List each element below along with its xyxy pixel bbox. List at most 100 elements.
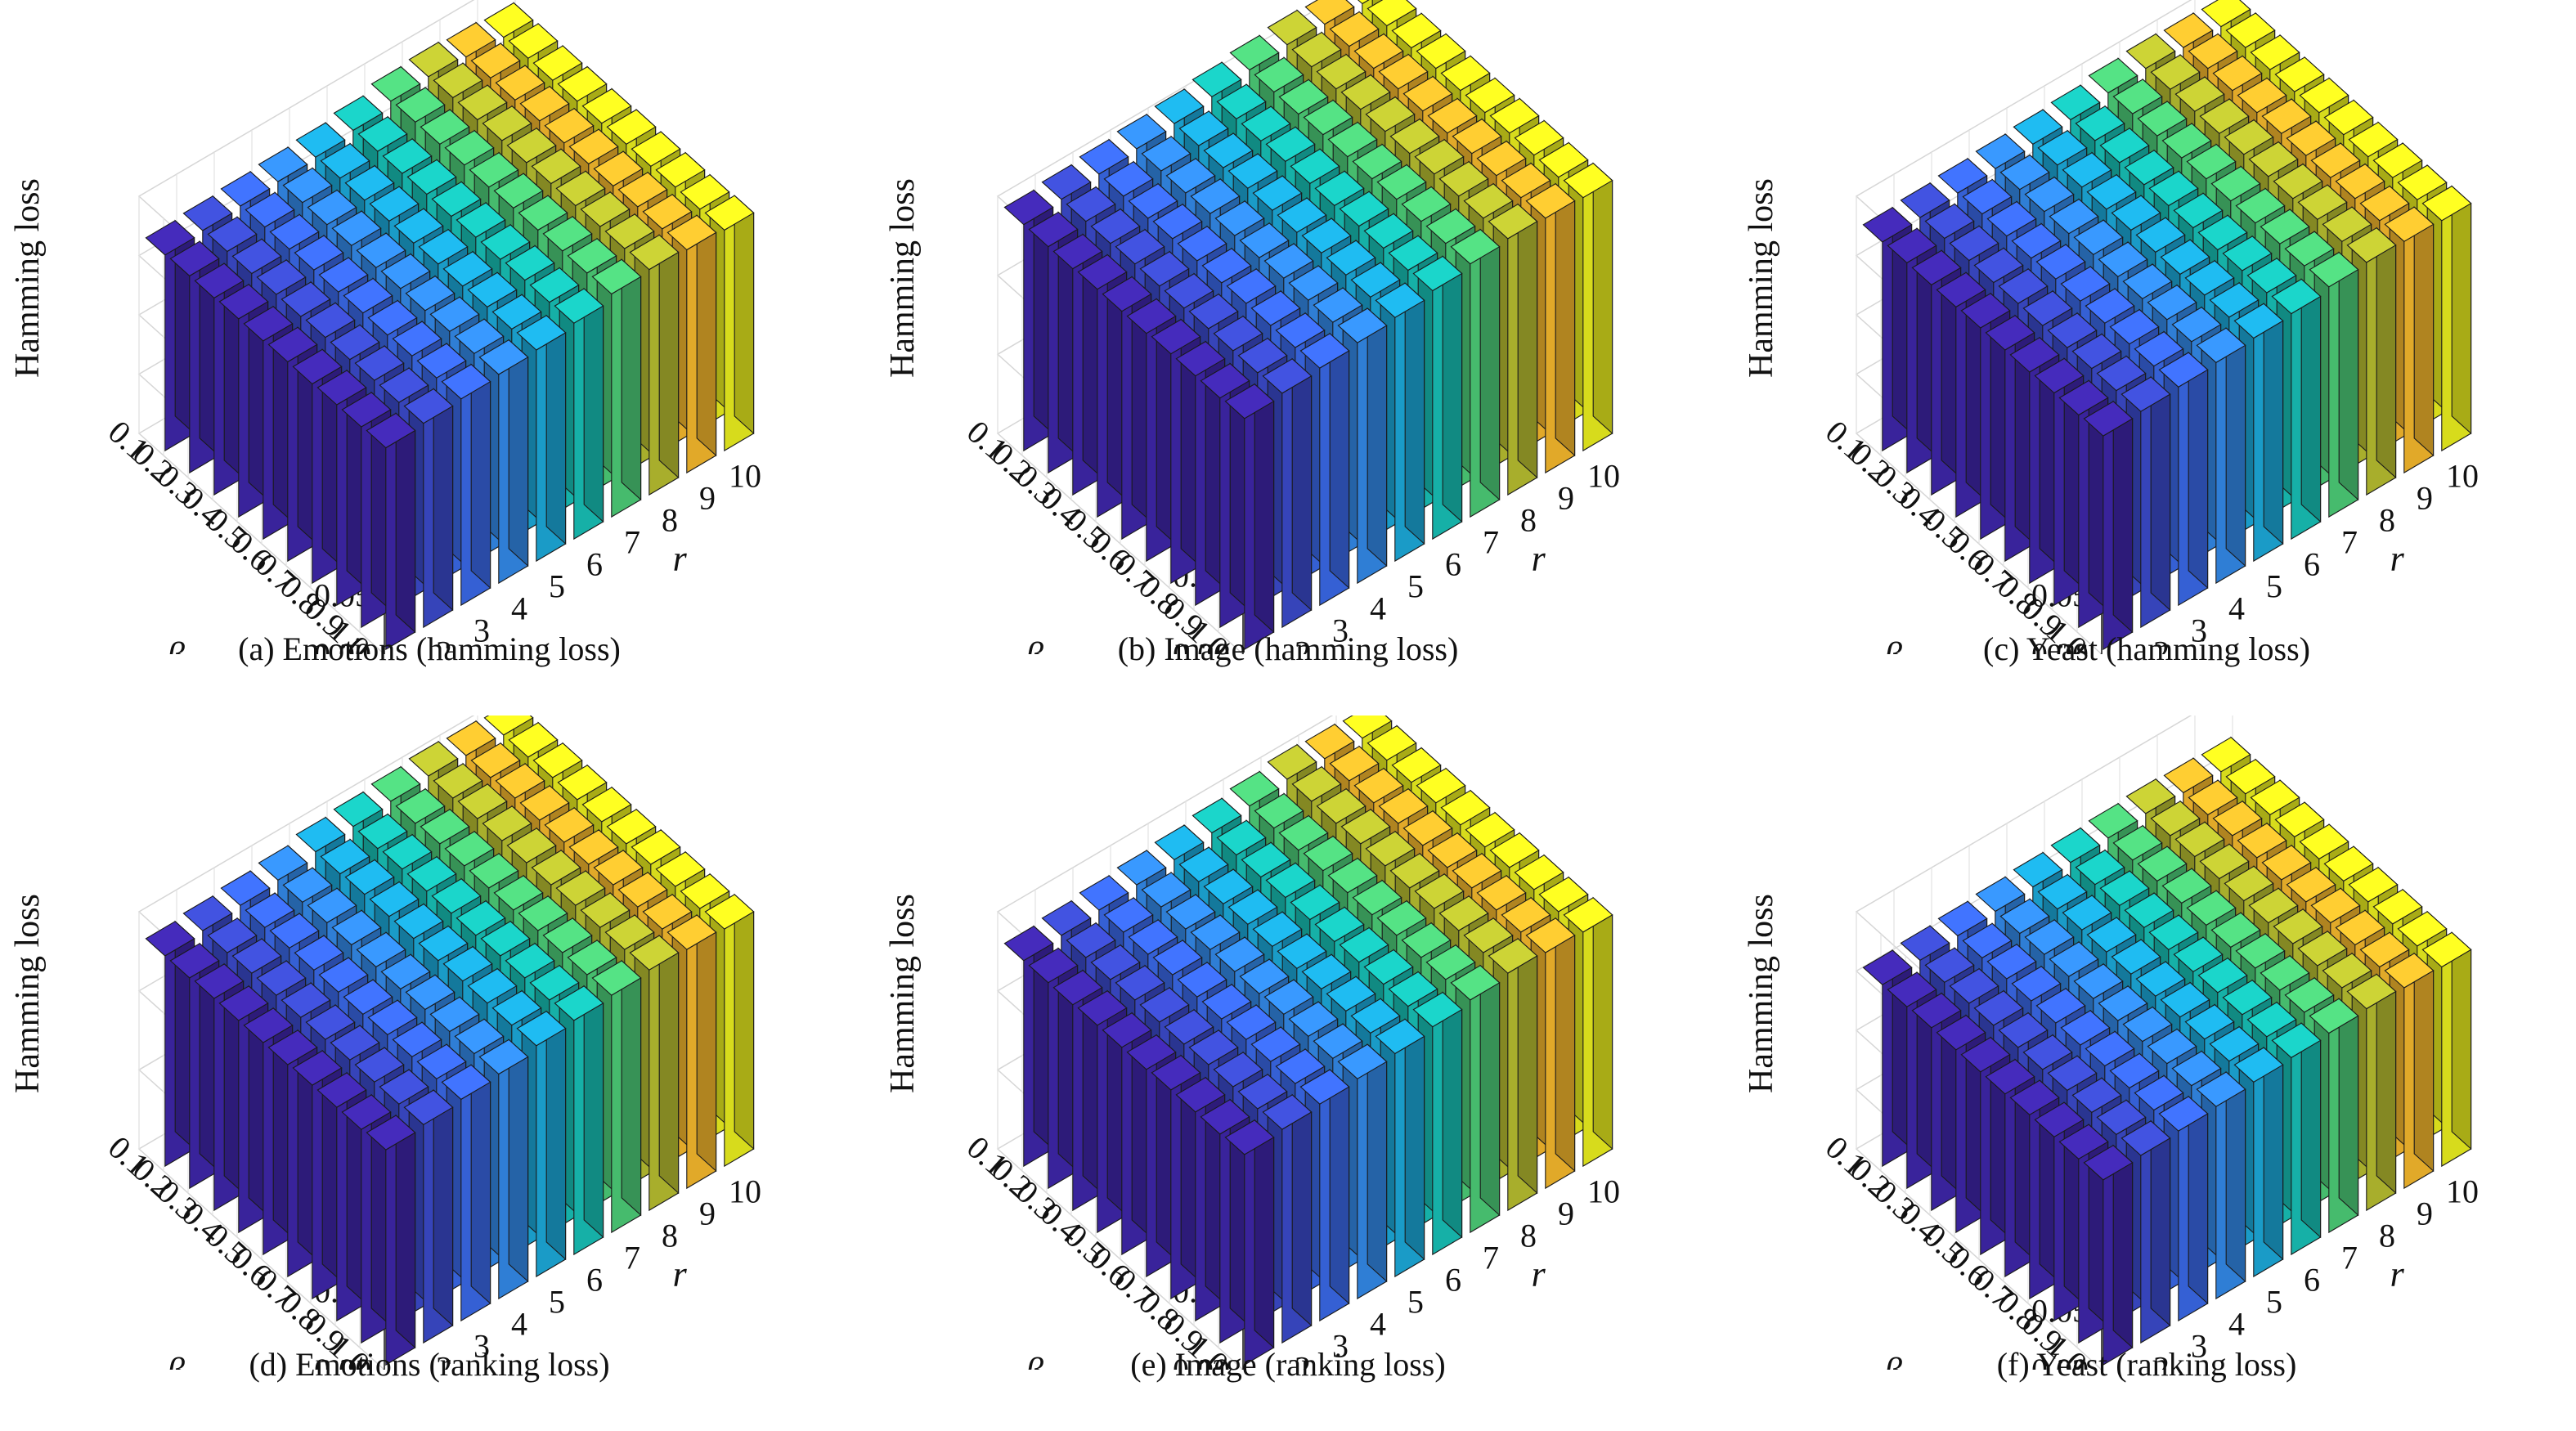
r-tick-labels: 12345678910r	[2153, 458, 2479, 655]
bar	[1262, 357, 1313, 629]
chart-panel-f: 0.000.050.100.150.2012345678910r0.10.20.…	[1717, 716, 2576, 1431]
bar	[2271, 278, 2322, 541]
z-tick-label: 0.00	[1173, 1352, 1230, 1370]
r-tick-label: 5	[2266, 1284, 2282, 1321]
z-axis-label: Hamming loss	[9, 178, 47, 378]
chart-caption: (b) Image (hamming loss)	[1117, 630, 1459, 667]
bar	[1299, 1068, 1350, 1322]
r-tick-labels: 12345678910r	[1295, 1173, 1620, 1370]
r-tick-label: 2	[436, 635, 452, 655]
bar	[704, 194, 755, 452]
bar	[1299, 332, 1350, 607]
r-tick-label: 9	[2417, 480, 2433, 517]
r-axis-label: r	[1532, 539, 1546, 579]
bar	[2309, 251, 2359, 518]
bar	[1375, 281, 1425, 563]
bar	[2120, 1119, 2171, 1344]
r-tick-label: 10	[729, 1173, 761, 1210]
bar	[554, 985, 604, 1256]
r-tick-label: 7	[1483, 524, 1499, 561]
bar	[1412, 255, 1463, 541]
bar	[1563, 896, 1613, 1168]
bars	[1003, 0, 1613, 651]
r-tick-labels: 12345678910r	[436, 458, 761, 655]
r-tick-label: 3	[2191, 612, 2207, 649]
bar	[666, 913, 717, 1190]
bar	[2158, 1095, 2209, 1322]
chart-panel-a: 0.000.050.100.150.2012345678910r0.10.20.…	[0, 0, 859, 716]
bar	[1262, 1093, 1313, 1344]
bar3d-chart-c: 0.000.050.100.150.2012345678910r0.10.20.…	[1819, 0, 2479, 655]
r-tick-label: 10	[1587, 1173, 1620, 1210]
bar	[1488, 203, 1538, 496]
r-tick-label: 4	[511, 590, 527, 627]
z-tick-label: 0.00	[314, 1352, 371, 1370]
chart-panel-d: 0.000.050.100.1512345678910r0.10.20.30.4…	[0, 716, 859, 1431]
r-tick-label: 8	[662, 502, 678, 539]
r-tick-labels: 12345678910r	[2153, 1173, 2479, 1370]
r-tick-label: 9	[2417, 1195, 2433, 1232]
chart-caption: (c) Yeast (hamming loss)	[1983, 630, 2310, 667]
bar	[2421, 931, 2472, 1168]
r-tick-label: 3	[1332, 1328, 1349, 1365]
bar	[478, 339, 529, 585]
bars	[1862, 0, 2472, 651]
r-tick-label: 5	[2266, 568, 2282, 605]
r-tick-label: 2	[1295, 635, 1311, 655]
r-tick-label: 3	[473, 1328, 490, 1365]
bar	[2384, 205, 2435, 474]
chart-caption: (e) Image (ranking loss)	[1130, 1346, 1446, 1383]
r-tick-label: 10	[2446, 1173, 2479, 1210]
bar	[629, 934, 680, 1212]
bar	[516, 1010, 567, 1278]
beta-axis-label: β	[1883, 635, 1902, 655]
r-tick-label: 6	[586, 1262, 603, 1299]
z-tick-label: 0.00	[2031, 1352, 2089, 1370]
r-tick-label: 7	[2341, 524, 2358, 561]
bar	[2384, 952, 2435, 1190]
r-tick-label: 6	[2304, 546, 2320, 583]
bar	[1450, 964, 1501, 1234]
r-tick-label: 9	[1558, 480, 1574, 517]
r-tick-label: 4	[2228, 590, 2245, 627]
z-axis-label: Hamming loss	[884, 178, 922, 378]
r-axis-label: r	[673, 539, 688, 579]
bar	[441, 1064, 491, 1322]
r-tick-label: 3	[1332, 612, 1349, 649]
bar	[2196, 1070, 2246, 1300]
r-tick-label: 2	[2153, 1350, 2170, 1370]
r-tick-label: 6	[1445, 546, 1461, 583]
bar	[1337, 1043, 1388, 1300]
bar	[2271, 1021, 2322, 1256]
r-tick-label: 4	[2228, 1306, 2245, 1343]
r-tick-label: 6	[586, 546, 603, 583]
r-tick-label: 5	[549, 1284, 565, 1321]
bar	[2346, 973, 2397, 1212]
r-tick-label: 4	[511, 1306, 527, 1343]
r-tick-label: 8	[1520, 1218, 1537, 1254]
bars	[1862, 736, 2472, 1366]
z-axis-label: Hamming loss	[884, 894, 922, 1093]
r-tick-label: 10	[1587, 458, 1620, 495]
bar	[2421, 185, 2472, 452]
bar3d-chart-a: 0.000.050.100.150.2012345678910r0.10.20.…	[101, 0, 761, 655]
bar3d-chart-f: 0.000.050.100.150.2012345678910r0.10.20.…	[1819, 716, 2479, 1370]
bar	[704, 893, 755, 1168]
bar	[2233, 1046, 2284, 1278]
bar	[554, 287, 604, 541]
bar	[2083, 1144, 2134, 1366]
z-axis-label: Hamming loss	[1743, 178, 1780, 378]
r-tick-label: 3	[473, 612, 490, 649]
bar	[591, 258, 642, 518]
r-tick-label: 5	[1407, 568, 1424, 605]
chart-panel-e: 0.000.050.100.1512345678910r0.10.20.30.4…	[859, 716, 1717, 1431]
bar	[1337, 307, 1388, 585]
bar	[1375, 1018, 1425, 1278]
bar	[1525, 917, 1576, 1190]
z-tick-label: 0.00	[314, 636, 371, 654]
bar	[591, 959, 642, 1234]
r-tick-label: 2	[436, 1350, 452, 1370]
chart-caption: (a) Emotions (hamming loss)	[238, 630, 621, 667]
beta-axis-label: β	[166, 635, 185, 655]
